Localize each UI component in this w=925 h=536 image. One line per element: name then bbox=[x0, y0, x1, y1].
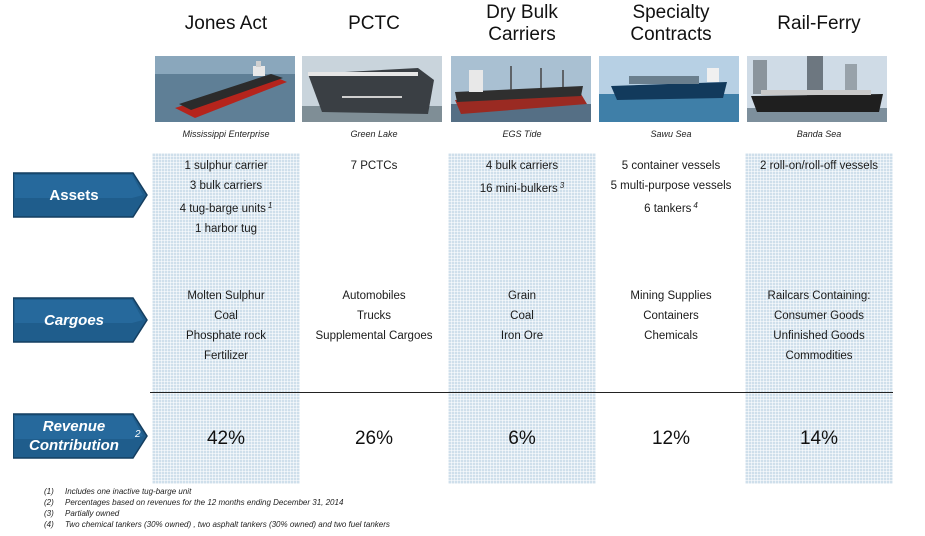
vessel-name-dry-bulk: EGS Tide bbox=[502, 129, 542, 139]
assets-cell-dry-bulk: 4 bulk carriers 16 mini-bulkers 3 bbox=[448, 156, 596, 199]
cargoes-cell-rail-ferry: Railcars Containing: Consumer Goods Unfi… bbox=[745, 286, 893, 366]
ship-photo-rail-ferry bbox=[747, 56, 887, 122]
cargo-line: Supplemental Cargoes bbox=[315, 330, 433, 342]
revenue-specialty: 12% bbox=[651, 428, 691, 449]
column-title-jones-act: Jones Act bbox=[184, 13, 268, 34]
footnote-ref: 1 bbox=[267, 201, 273, 210]
cargo-line: Grain bbox=[507, 290, 537, 302]
cargo-line: Fertilizer bbox=[203, 350, 249, 362]
assets-cell-jones-act: 1 sulphur carrier 3 bulk carriers 4 tug-… bbox=[152, 156, 300, 239]
band-jones-act bbox=[152, 153, 300, 484]
cargo-line: Chemicals bbox=[644, 330, 698, 342]
asset-line: 2 roll-on/roll-off vessels bbox=[759, 160, 879, 172]
asset-line: 4 bulk carriers bbox=[485, 160, 559, 172]
band-dry-bulk bbox=[448, 153, 596, 484]
revenue-divider bbox=[150, 392, 893, 393]
ship-photo-pctc bbox=[302, 56, 442, 122]
column-title-pctc: PCTC bbox=[348, 13, 400, 34]
cargo-line: Unfinished Goods bbox=[773, 330, 865, 342]
asset-line: 7 PCTCs bbox=[350, 160, 398, 172]
cargo-line: Phosphate rock bbox=[186, 330, 266, 342]
asset-line: 16 mini-bulkers 3 bbox=[479, 181, 565, 195]
vessel-name-pctc: Green Lake bbox=[350, 129, 398, 139]
row-label-revenue-text: Revenue Contribution bbox=[29, 418, 119, 454]
ship-photo-jones-act bbox=[155, 56, 295, 122]
asset-line: 4 tug-barge units 1 bbox=[179, 201, 273, 215]
cargo-line: Consumer Goods bbox=[773, 310, 865, 322]
asset-line: 5 container vessels bbox=[621, 160, 721, 172]
cargo-line: Coal bbox=[214, 310, 238, 322]
footnotes: (1) Includes one inactive tug-barge unit … bbox=[44, 486, 390, 530]
assets-cell-pctc: 7 PCTCs bbox=[300, 156, 448, 176]
ship-photo-specialty bbox=[599, 56, 739, 122]
revenue-jones-act: 42% bbox=[206, 428, 246, 449]
asset-line: 1 harbor tug bbox=[194, 223, 257, 235]
cargo-line: Mining Supplies bbox=[630, 290, 712, 302]
band-rail-ferry bbox=[745, 153, 893, 484]
arrow-tab-icon bbox=[13, 297, 148, 343]
vessel-name-specialty: Sawu Sea bbox=[650, 129, 692, 139]
footnote: (4) Two chemical tankers (30% owned) , tw… bbox=[44, 520, 390, 529]
column-title-rail-ferry: Rail-Ferry bbox=[777, 13, 861, 34]
cargoes-cell-dry-bulk: Grain Coal Iron Ore bbox=[448, 286, 596, 346]
asset-line: 3 bulk carriers bbox=[189, 180, 263, 192]
ship-photo-dry-bulk bbox=[451, 56, 591, 122]
cargo-line: Trucks bbox=[356, 310, 392, 322]
row-label-cargoes-text: Cargoes bbox=[43, 311, 105, 329]
cargo-line: Commodities bbox=[785, 350, 853, 362]
asset-line: 5 multi-purpose vessels bbox=[610, 180, 732, 192]
cargo-line: Railcars Containing: bbox=[767, 290, 871, 302]
cargo-line: Coal bbox=[510, 310, 534, 322]
vessel-name-rail-ferry: Banda Sea bbox=[796, 129, 842, 139]
cargo-line: Containers bbox=[643, 310, 699, 322]
arrow-tab-icon bbox=[13, 172, 148, 218]
cargoes-cell-jones-act: Molten Sulphur Coal Phosphate rock Ferti… bbox=[152, 286, 300, 366]
footnote: (1) Includes one inactive tug-barge unit bbox=[44, 487, 192, 496]
row-label-cargoes: Cargoes bbox=[13, 297, 148, 343]
cargo-line: Iron Ore bbox=[500, 330, 544, 342]
column-title-specialty: Specialty Contracts bbox=[630, 2, 712, 45]
footnote-ref: 4 bbox=[693, 201, 698, 210]
asset-line: 1 sulphur carrier bbox=[184, 160, 268, 172]
cargoes-cell-pctc: Automobiles Trucks Supplemental Cargoes bbox=[300, 286, 448, 346]
arrow-tab-icon bbox=[13, 413, 148, 459]
assets-cell-rail-ferry: 2 roll-on/roll-off vessels bbox=[757, 158, 881, 174]
revenue-rail-ferry: 14% bbox=[799, 428, 839, 449]
asset-line: 6 tankers 4 bbox=[644, 201, 698, 215]
footnote-ref: 3 bbox=[559, 181, 565, 190]
footnote: (3) Partially owned bbox=[44, 509, 120, 518]
vessel-name-jones-act: Mississippi Enterprise bbox=[182, 129, 270, 139]
footnote-ref: 2 bbox=[135, 429, 141, 440]
row-label-assets: Assets bbox=[13, 172, 148, 218]
row-label-revenue: Revenue Contribution 2 bbox=[13, 413, 148, 459]
cargo-line: Automobiles bbox=[342, 290, 406, 302]
cargo-line: Molten Sulphur bbox=[187, 290, 265, 302]
revenue-dry-bulk: 6% bbox=[508, 428, 536, 449]
footnote: (2) Percentages based on revenues for the… bbox=[44, 498, 344, 507]
row-label-assets-text: Assets bbox=[49, 186, 99, 204]
assets-cell-specialty: 5 container vessels 5 multi-purpose vess… bbox=[597, 156, 745, 219]
revenue-pctc: 26% bbox=[354, 428, 394, 449]
cargoes-cell-specialty: Mining Supplies Containers Chemicals bbox=[597, 286, 745, 346]
column-title-dry-bulk: Dry Bulk Carriers bbox=[486, 2, 558, 45]
